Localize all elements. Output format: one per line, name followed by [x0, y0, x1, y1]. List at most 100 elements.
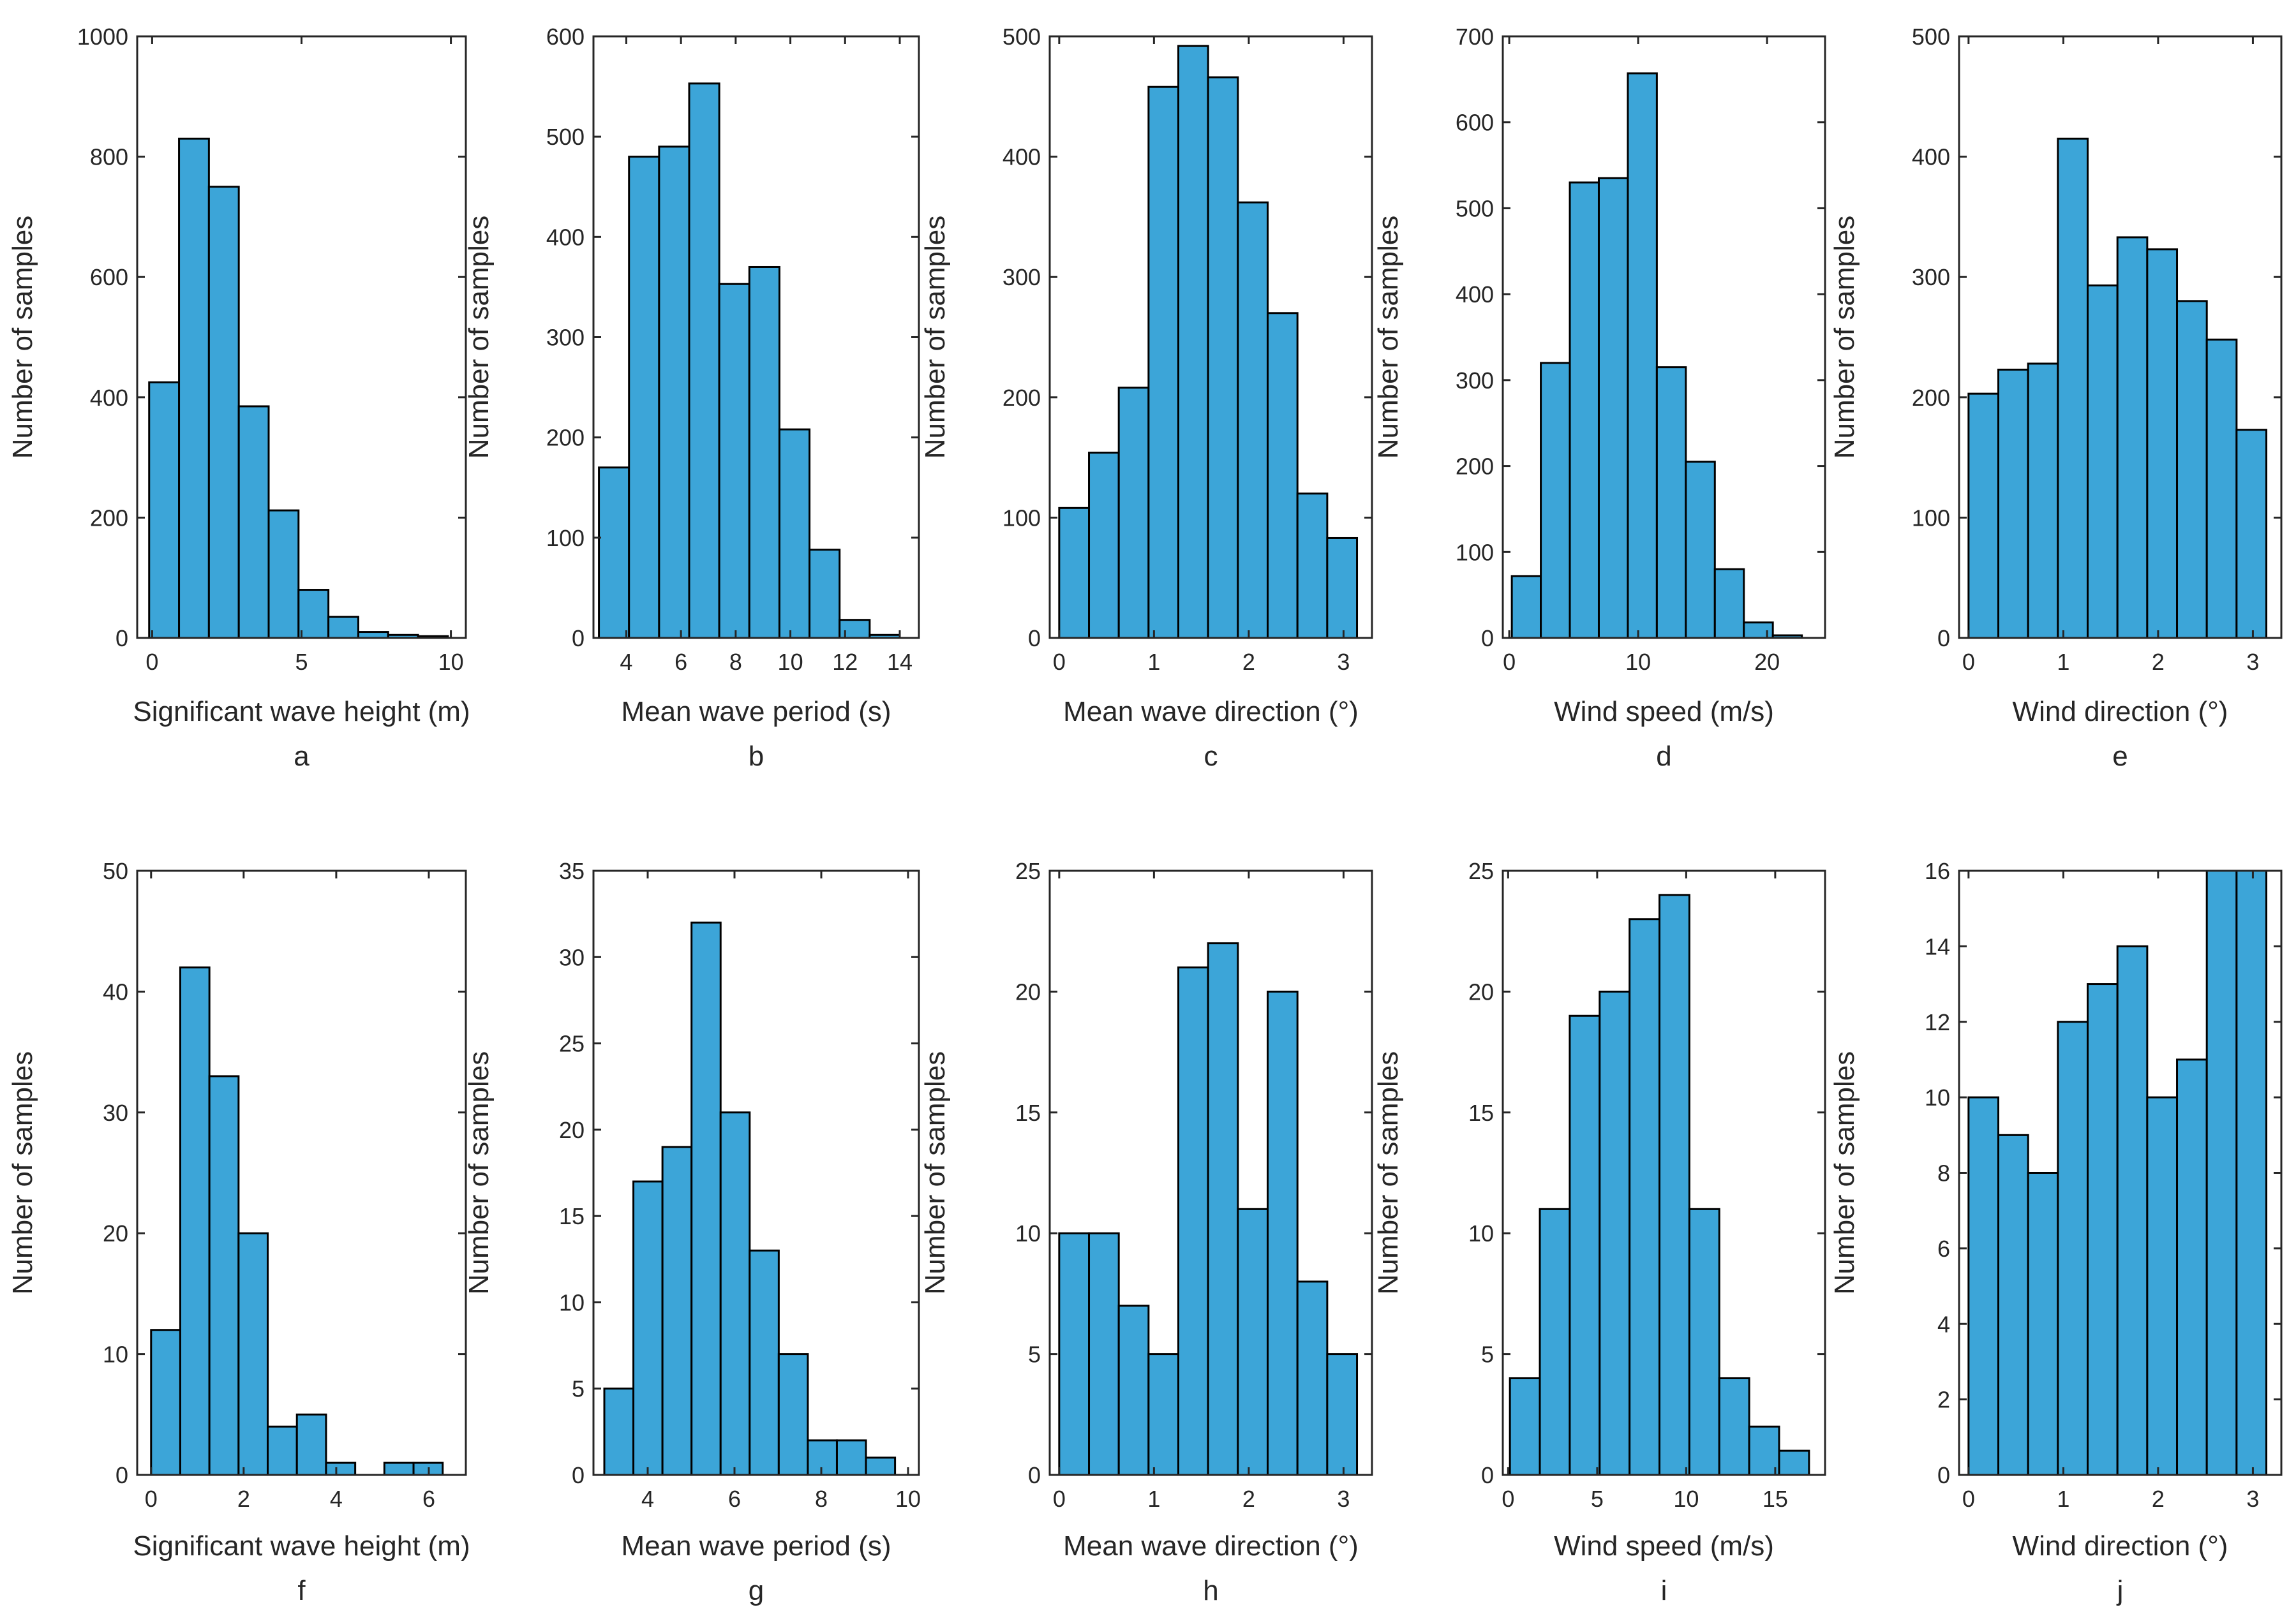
bar-i-5: [1659, 894, 1690, 1476]
bar-j-0: [1967, 1096, 2000, 1476]
bar-b-1: [628, 156, 660, 639]
bar-i-3: [1599, 990, 1631, 1476]
ytick-label-j-3: 6: [1937, 1236, 1950, 1262]
panel-label-j: j: [2116, 1575, 2124, 1606]
ytick-label-j-7: 14: [1925, 933, 1950, 959]
bar-d-0: [1510, 575, 1542, 639]
bar-f-2: [208, 1075, 240, 1476]
ytick-label-f-2: 20: [103, 1220, 128, 1247]
bar-e-3: [2057, 137, 2089, 639]
bar-d-5: [1655, 366, 1687, 639]
histogram-panel-b: 0 100 200 300 400 500 600 4 6 8 10 12 14 Mean wave pe…: [463, 24, 920, 772]
bar-c-2: [1117, 387, 1150, 639]
xaxis-label-c: Mean wave direction (°): [1063, 696, 1359, 727]
xtick-label-h-2: 2: [1242, 1486, 1255, 1512]
panel-label-b: b: [749, 741, 764, 772]
ytick-label-h-1: 5: [1028, 1342, 1041, 1368]
bar-j-2: [2027, 1172, 2059, 1476]
bar-g-8: [835, 1439, 867, 1476]
xaxis-label-f: Significant wave height (m): [133, 1530, 470, 1562]
ytick-label-a-3: 600: [90, 264, 128, 290]
bar-b-7: [809, 549, 841, 639]
bar-f-4: [267, 1425, 298, 1476]
bar-e-8: [2205, 338, 2238, 639]
xtick-label-j-2: 2: [2152, 1486, 2165, 1512]
bar-g-2: [661, 1146, 693, 1476]
yaxis-label-f: Number of samples: [7, 1051, 38, 1294]
ytick-label-f-0: 0: [116, 1462, 128, 1488]
bar-b-5: [748, 265, 780, 639]
bar-b-0: [598, 466, 630, 639]
panel-label-g: g: [749, 1575, 764, 1606]
bar-i-0: [1509, 1377, 1541, 1476]
yaxis-label-j: Number of samples: [1829, 1051, 1860, 1294]
bar-i-6: [1688, 1208, 1720, 1476]
bar-i-9: [1778, 1449, 1810, 1476]
ytick-label-b-0: 0: [572, 625, 585, 651]
xtick-label-f-1: 2: [237, 1486, 250, 1512]
xaxis-label-i: Wind speed (m/s): [1554, 1530, 1774, 1562]
xaxis-label-e: Wind direction (°): [2013, 696, 2228, 727]
bar-b-4: [718, 283, 750, 639]
bar-b-6: [778, 428, 811, 639]
bar-c-1: [1088, 452, 1120, 639]
xtick-label-i-2: 10: [1673, 1486, 1699, 1512]
yaxis-label-g: Number of samples: [463, 1051, 495, 1294]
ytick-label-e-1: 100: [1912, 505, 1950, 531]
ytick-label-b-3: 300: [546, 325, 585, 351]
bar-h-8: [1296, 1280, 1329, 1476]
ytick-label-a-0: 0: [116, 625, 128, 651]
xtick-label-f-2: 4: [330, 1486, 343, 1512]
yaxis-label-c: Number of samples: [920, 216, 951, 459]
bar-g-9: [865, 1456, 897, 1476]
bar-a-5: [297, 589, 330, 639]
panel-label-i: i: [1661, 1575, 1667, 1606]
panel-label-d: d: [1656, 741, 1671, 772]
panel-label-e: e: [2112, 741, 2128, 772]
xaxis-label-b: Mean wave period (s): [621, 696, 891, 727]
panel-label-a: a: [294, 741, 309, 772]
ytick-label-j-5: 10: [1925, 1084, 1950, 1111]
ytick-label-d-2: 200: [1456, 454, 1494, 480]
bar-g-4: [719, 1111, 751, 1476]
bar-h-0: [1058, 1232, 1091, 1476]
bar-e-1: [1997, 368, 2029, 639]
axes-box-i: [1502, 870, 1826, 1476]
bar-h-4: [1177, 966, 1209, 1476]
bar-f-0: [150, 1329, 181, 1476]
bar-h-6: [1237, 1208, 1269, 1476]
ytick-label-j-4: 8: [1937, 1160, 1950, 1187]
ytick-label-b-2: 200: [546, 425, 585, 451]
ytick-label-c-5: 500: [1003, 24, 1041, 50]
bar-i-1: [1539, 1208, 1571, 1476]
ytick-label-c-4: 400: [1003, 144, 1041, 170]
bar-j-3: [2057, 1021, 2089, 1476]
axes-box-f: [136, 870, 467, 1476]
ytick-label-g-1: 5: [572, 1376, 585, 1402]
ytick-label-d-0: 0: [1481, 625, 1494, 651]
ytick-label-d-6: 600: [1456, 110, 1494, 136]
bar-f-1: [179, 966, 211, 1476]
xtick-label-b-4: 12: [832, 649, 858, 675]
bar-f-6: [325, 1462, 357, 1476]
bar-f-5: [295, 1413, 327, 1476]
xtick-label-i-3: 15: [1763, 1486, 1788, 1512]
bar-j-7: [2176, 1058, 2208, 1476]
bar-b-8: [839, 619, 871, 639]
bar-i-2: [1569, 1014, 1601, 1476]
bar-d-4: [1627, 72, 1658, 639]
bar-a-6: [327, 616, 359, 639]
bar-c-9: [1326, 537, 1359, 639]
bar-g-5: [749, 1249, 780, 1476]
bar-j-9: [2235, 870, 2268, 1476]
ytick-label-g-7: 35: [559, 858, 585, 884]
ytick-label-b-6: 600: [546, 24, 585, 50]
ytick-label-h-0: 0: [1028, 1462, 1041, 1488]
ytick-label-f-1: 10: [103, 1342, 128, 1368]
bar-d-6: [1685, 461, 1716, 639]
xtick-label-h-1: 1: [1147, 1486, 1160, 1512]
xtick-label-a-2: 10: [438, 649, 464, 675]
